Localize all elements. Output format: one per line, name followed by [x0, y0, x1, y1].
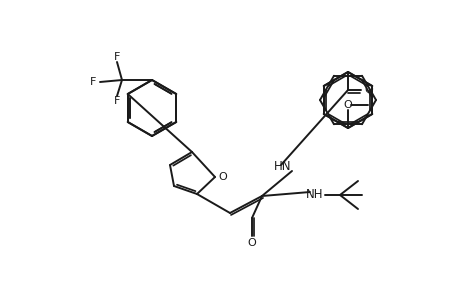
- Text: O: O: [343, 100, 352, 110]
- Text: F: F: [113, 96, 120, 106]
- Text: O: O: [364, 85, 373, 95]
- Text: NH: NH: [306, 188, 323, 202]
- Text: F: F: [90, 77, 96, 87]
- Text: F: F: [113, 52, 120, 62]
- Text: O: O: [218, 172, 227, 182]
- Text: O: O: [247, 238, 256, 248]
- Text: HN: HN: [274, 160, 291, 173]
